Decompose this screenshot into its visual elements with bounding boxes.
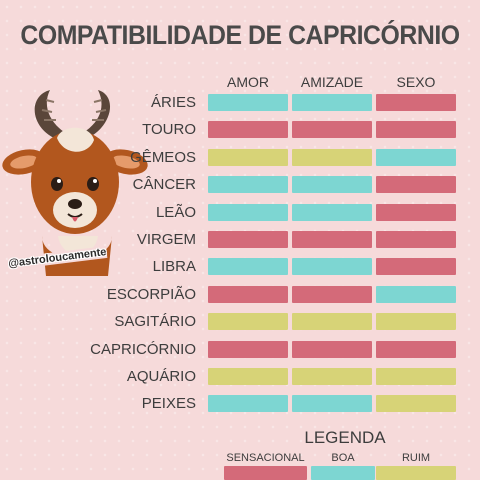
rating-cell-boa (376, 148, 456, 166)
rating-cell-boa (376, 285, 456, 303)
rating-cell-ruim (208, 368, 288, 385)
legend-label-ruim: RUIM (401, 452, 431, 464)
page-title: COMPATIBILIDADE DE CAPRICÓRNIO (20, 20, 460, 50)
legend-label-sensacional: SENSACIONAL (226, 452, 305, 464)
rating-cell-boa (208, 203, 288, 221)
rating-cell-ruim (208, 313, 288, 331)
column-header: AMIZADE (300, 74, 364, 90)
sign-label: TOURO (142, 121, 196, 139)
sign-label: CAPRICÓRNIO (90, 340, 196, 358)
rating-cell-boa (208, 176, 288, 194)
rating-cell-sensacional (292, 121, 372, 139)
sign-label: GÊMEOS (130, 148, 196, 166)
rating-cell-boa (208, 94, 288, 111)
rating-cell-sensacional (208, 231, 288, 248)
goat-mascot-icon (2, 90, 148, 276)
sign-label: AQUÁRIO (126, 368, 196, 385)
rating-cell-boa (208, 395, 288, 413)
rating-cell-sensacional (376, 176, 456, 194)
sign-label: VIRGEM (136, 231, 196, 248)
rating-cell-sensacional (376, 258, 456, 276)
column-header: SEXO (396, 74, 436, 90)
rating-cell-sensacional (208, 285, 288, 303)
column-header: AMOR (227, 74, 269, 90)
sign-label: ÁRIES (150, 94, 196, 111)
rating-cell-sensacional (376, 121, 456, 139)
sign-label: CÂNCER (132, 176, 196, 194)
rating-cell-sensacional (376, 203, 456, 221)
rating-cell-ruim (376, 313, 456, 331)
legend-swatch-boa (311, 466, 375, 480)
rating-cell-sensacional (376, 340, 456, 358)
rating-cell-ruim (376, 368, 456, 385)
rating-cell-ruim (292, 368, 372, 385)
rating-cell-boa (292, 176, 372, 194)
rating-cell-sensacional (208, 340, 288, 358)
rating-cell-ruim (208, 148, 288, 166)
rating-cell-boa (292, 258, 372, 276)
rating-cell-boa (292, 203, 372, 221)
rating-cell-sensacional (376, 94, 456, 111)
sign-label: PEIXES (141, 395, 196, 413)
rating-cell-sensacional (292, 340, 372, 358)
sign-label: LEÃO (155, 203, 196, 221)
sign-label: LIBRA (152, 258, 196, 276)
legend-label-boa: BOA (331, 452, 355, 464)
rating-cell-boa (208, 258, 288, 276)
rating-cell-sensacional (376, 231, 456, 248)
rating-cell-sensacional (292, 285, 372, 303)
sign-label: ESCORPIÃO (106, 285, 196, 303)
rating-cell-sensacional (208, 121, 288, 139)
rating-cell-sensacional (292, 231, 372, 248)
sign-label: SAGITÁRIO (114, 313, 196, 331)
legend-swatch-ruim (376, 466, 456, 480)
rating-cell-ruim (292, 313, 372, 331)
legend-swatch-sensacional (224, 466, 307, 480)
legend-title: LEGENDA (304, 428, 386, 447)
rating-cell-ruim (292, 148, 372, 166)
rating-cell-ruim (376, 395, 456, 413)
rating-cell-boa (292, 395, 372, 413)
rating-cell-boa (292, 94, 372, 111)
